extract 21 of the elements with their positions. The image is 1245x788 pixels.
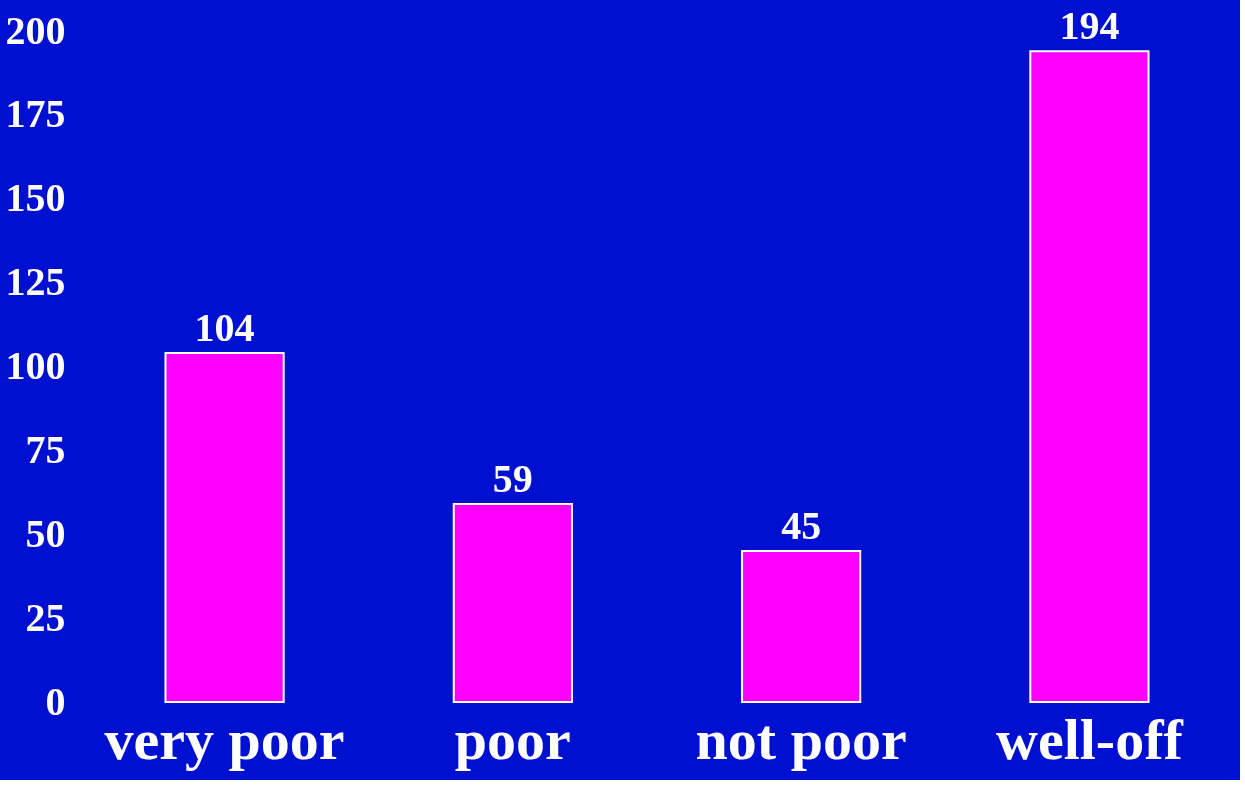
data-label: 45 bbox=[781, 503, 822, 549]
data-label: 194 bbox=[1059, 3, 1120, 49]
data-label: 104 bbox=[194, 305, 255, 351]
bar bbox=[452, 503, 573, 703]
y-tick-label: 0 bbox=[45, 678, 66, 724]
y-tick-label: 100 bbox=[5, 343, 66, 388]
y-tick-label: 175 bbox=[5, 91, 66, 137]
x-tick-label: very poor bbox=[104, 706, 345, 772]
data-label: 59 bbox=[492, 456, 533, 502]
y-tick-label: 50 bbox=[25, 510, 66, 556]
bar bbox=[164, 352, 285, 703]
x-tick-label: well-off bbox=[996, 706, 1184, 772]
bar bbox=[741, 550, 862, 703]
y-tick-label: 75 bbox=[25, 426, 66, 472]
bar bbox=[1029, 50, 1150, 703]
x-tick-label: poor bbox=[454, 706, 571, 772]
y-tick-label: 200 bbox=[5, 7, 66, 53]
x-tick-label: not poor bbox=[695, 706, 907, 772]
y-tick-label: 25 bbox=[25, 594, 66, 640]
y-tick-label: 125 bbox=[5, 259, 66, 305]
y-tick-label: 150 bbox=[5, 175, 66, 221]
